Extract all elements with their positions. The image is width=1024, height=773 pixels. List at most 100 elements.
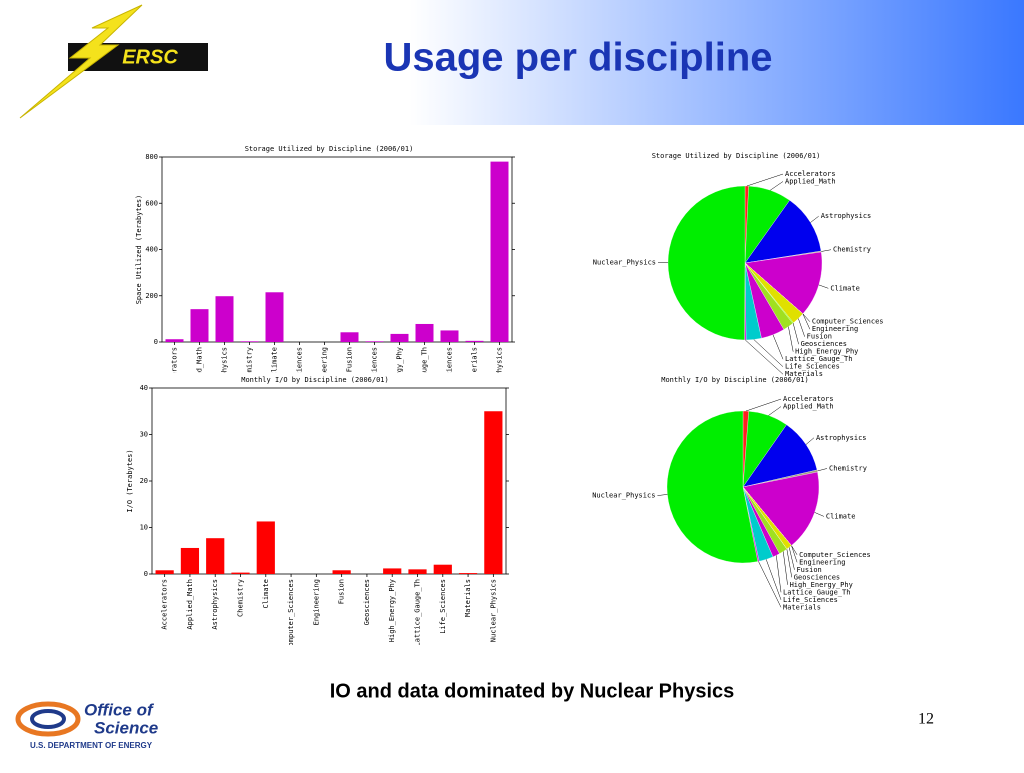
x-tick-label: Computer_Sciences — [287, 579, 295, 651]
plot-frame — [152, 388, 506, 574]
x-tick-label: Accelerators — [171, 347, 179, 398]
pie-slice — [668, 186, 745, 340]
bar — [466, 341, 484, 342]
nersc-logo-text: ERSC — [122, 46, 178, 68]
bar — [216, 296, 234, 342]
x-tick-label: Geosciences — [371, 347, 379, 393]
bar — [416, 324, 434, 342]
bar — [166, 339, 184, 342]
x-tick-label: Lattice_Gauge_Th — [414, 579, 422, 646]
y-tick-label: 0 — [154, 338, 158, 346]
y-tick-label: 40 — [140, 384, 148, 392]
x-tick-label: Accelerators — [161, 579, 169, 630]
leader-line — [776, 555, 781, 592]
x-tick-label: Applied_Math — [196, 347, 204, 398]
leader-line — [788, 327, 793, 352]
leader-line — [770, 182, 783, 191]
leader-line — [746, 399, 781, 411]
x-tick-label: Life_Sciences — [439, 579, 447, 634]
caption: IO and data dominated by Nuclear Physics — [330, 680, 735, 702]
pie-label: Nuclear_Physics — [592, 492, 655, 500]
y-tick-label: 800 — [145, 153, 158, 161]
leader-line — [798, 319, 804, 337]
bar — [459, 573, 477, 574]
y-tick-label: 30 — [140, 431, 148, 439]
x-tick-label: Astrophysics — [221, 347, 229, 398]
x-tick-label: Fusion — [338, 579, 346, 604]
leader-line — [657, 494, 667, 495]
bar — [156, 570, 174, 574]
pie-label: Chemistry — [829, 464, 867, 472]
bar — [366, 341, 384, 342]
bar — [257, 521, 275, 574]
office-logo-line: Office of — [84, 700, 155, 719]
bar — [341, 332, 359, 342]
bar — [206, 538, 224, 574]
slide-title: Usage per discipline — [383, 36, 772, 80]
bar — [266, 292, 284, 342]
x-tick-label: Climate — [271, 347, 279, 377]
chart-title: Storage Utilized by Discipline (2006/01) — [652, 152, 821, 160]
doe-swoosh-inner — [32, 711, 64, 727]
bar — [191, 309, 209, 342]
doe-logo-text: U.S. DEPARTMENT OF ENERGY — [30, 741, 153, 750]
pie-label: Applied_Math — [783, 403, 834, 411]
bar — [441, 330, 459, 342]
x-tick-label: Applied_Math — [186, 579, 194, 630]
pie-label: Nuclear_Physics — [593, 259, 656, 267]
x-tick-label: Lattice_Gauge_Th — [421, 347, 429, 414]
page-number: 12 — [918, 711, 934, 728]
y-axis-label: Space Utilized (Terabytes) — [135, 195, 143, 305]
leader-line — [793, 323, 799, 344]
pie-label: Chemistry — [833, 246, 871, 254]
y-tick-label: 20 — [140, 477, 148, 485]
doe-swoosh — [18, 704, 78, 734]
pie-label: Climate — [830, 284, 860, 292]
x-tick-label: Nuclear_Physics — [489, 579, 497, 642]
x-tick-label: Climate — [262, 579, 270, 609]
x-tick-label: High_Energy_Phy — [388, 579, 396, 642]
x-tick-label: Engineering — [321, 347, 329, 393]
bar — [333, 570, 351, 574]
y-axis-label: I/O (Terabytes) — [126, 449, 134, 512]
pie-label: Applied_Math — [785, 178, 836, 186]
y-tick-label: 0 — [144, 570, 148, 578]
leader-line — [769, 407, 781, 416]
chart-title: Monthly I/O by Discipline (2006/01) — [661, 376, 809, 384]
leader-line — [810, 216, 818, 222]
bar — [181, 548, 199, 574]
leader-line — [803, 314, 810, 329]
x-tick-label: Engineering — [312, 579, 320, 625]
leader-line — [815, 512, 824, 516]
bar — [484, 411, 502, 574]
x-tick-label: Fusion — [346, 347, 354, 372]
bar — [391, 334, 409, 342]
bar — [231, 573, 249, 574]
leader-line — [803, 314, 810, 322]
pie-label: Climate — [826, 512, 856, 520]
plot-frame — [162, 157, 512, 342]
pie-label: Astrophysics — [816, 434, 867, 442]
leader-line — [754, 339, 783, 366]
leader-line — [819, 285, 829, 288]
pie-label: Materials — [783, 603, 821, 611]
leader-line — [787, 549, 792, 577]
x-tick-label: High_Energy_Phy — [396, 347, 404, 410]
bar — [383, 568, 401, 574]
x-tick-label: Nuclear_Physics — [496, 347, 504, 410]
leader-line — [806, 438, 814, 445]
leader-line — [783, 551, 787, 584]
leader-line — [821, 250, 831, 252]
pie-label: Astrophysics — [821, 212, 872, 220]
leader-line — [773, 335, 783, 359]
y-tick-label: 200 — [145, 292, 158, 300]
y-tick-label: 10 — [140, 524, 148, 532]
y-tick-label: 400 — [145, 246, 158, 254]
leader-line — [766, 559, 781, 599]
chart-title: Monthly I/O by Discipline (2006/01) — [241, 376, 389, 384]
x-tick-label: Astrophysics — [211, 579, 219, 630]
y-tick-label: 600 — [145, 199, 158, 207]
